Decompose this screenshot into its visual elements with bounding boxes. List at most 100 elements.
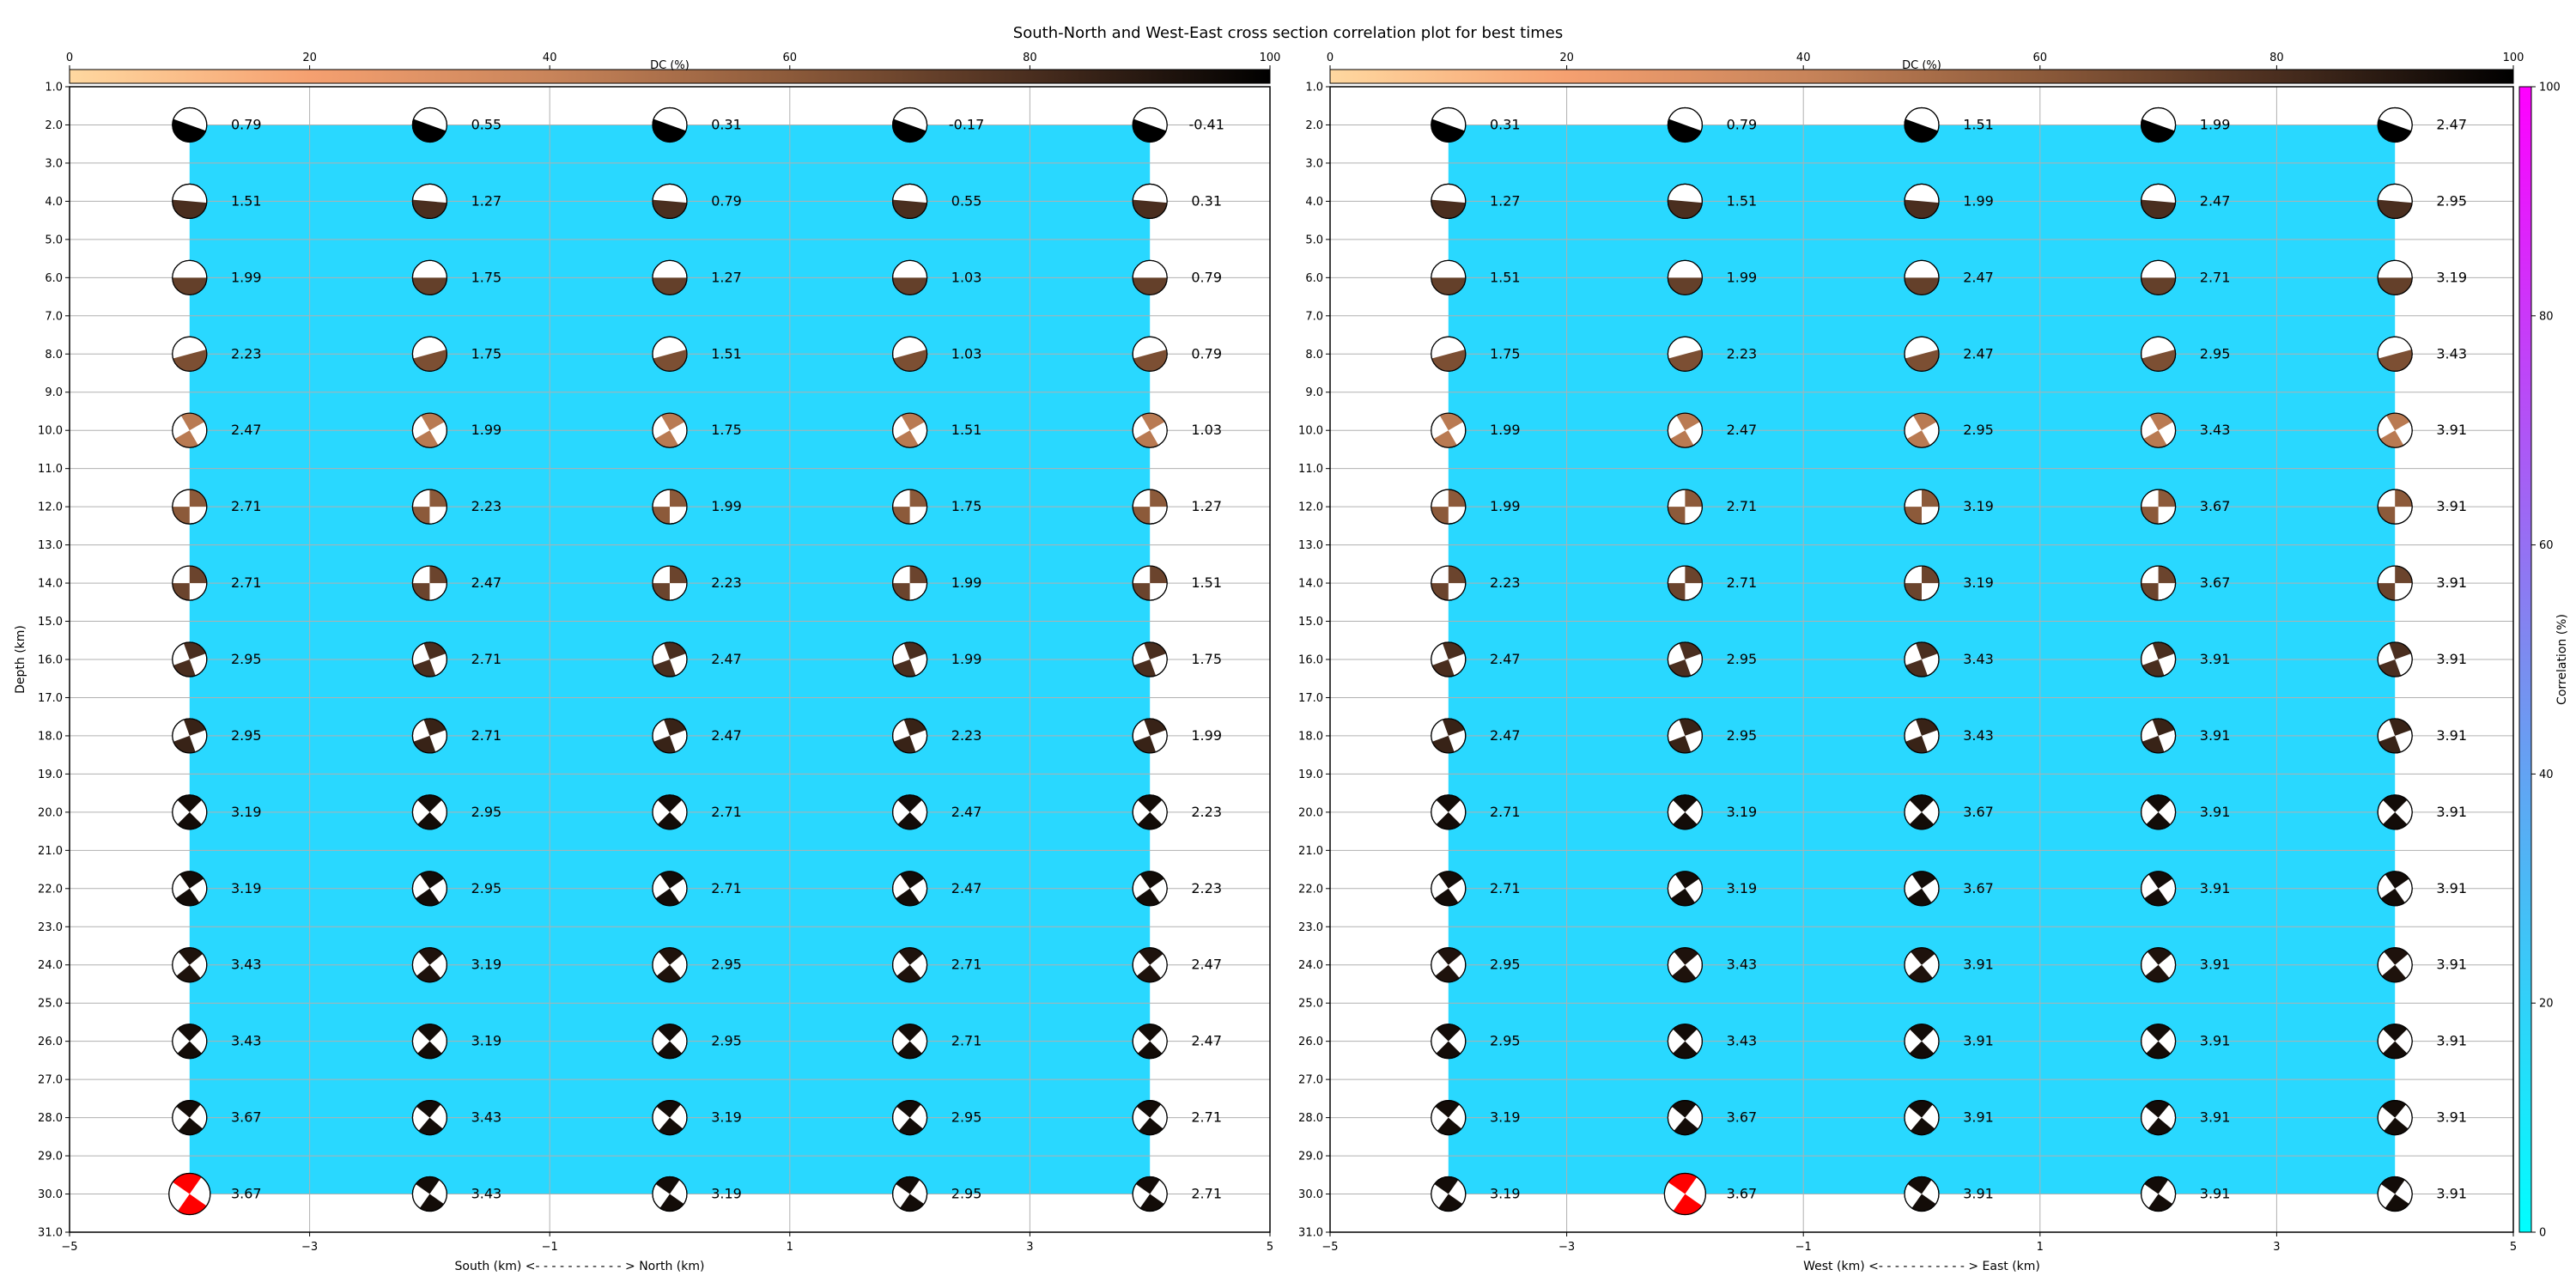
- beachball-quadrant: [1670, 430, 1694, 448]
- correlation-tick-label: 20: [2539, 998, 2554, 1011]
- beachball: [1431, 1176, 1467, 1212]
- beachball-quadrant: [189, 566, 207, 584]
- beachball: [652, 1024, 688, 1060]
- beachball-quadrant: [1911, 1194, 1936, 1212]
- beachball-border: [1904, 183, 1940, 219]
- value-label: 3.19: [1963, 574, 1994, 591]
- beachball: [172, 489, 208, 525]
- value-label: 2.95: [231, 651, 262, 667]
- y-tick-label: 2.0: [1305, 119, 1323, 132]
- value-label: 3.91: [2436, 422, 2467, 438]
- beachball-compressional-half: [1133, 199, 1168, 218]
- beachball-quadrant: [656, 964, 681, 982]
- y-tick-label: 14.0: [38, 578, 63, 591]
- value-label: 2.71: [951, 957, 982, 973]
- beachball-compressional-half: [1905, 349, 1940, 372]
- beachball-compressional-half: [412, 277, 447, 295]
- beachball: [891, 412, 928, 448]
- beachball: [1904, 641, 1940, 677]
- beachball-compressional-half: [2142, 349, 2176, 372]
- y-tick-label: 4.0: [1305, 196, 1323, 209]
- y-tick-label: 10.0: [1298, 425, 1323, 438]
- beachball: [1667, 336, 1704, 372]
- beachball-border: [172, 106, 208, 143]
- beachball: [1667, 489, 1704, 525]
- beachball: [891, 1099, 928, 1136]
- y-tick-label: 10.0: [38, 425, 63, 438]
- value-label: 3.91: [2436, 1186, 2467, 1202]
- beachball-border: [2141, 871, 2177, 907]
- beachball-quadrant: [2383, 1041, 2408, 1059]
- y-tick-label: 12.0: [38, 501, 63, 514]
- beachball: [411, 565, 447, 601]
- beachball-quadrant: [1139, 1117, 1163, 1135]
- beachball-border: [1431, 565, 1467, 601]
- beachball: [2141, 106, 2177, 143]
- beachball-border: [891, 412, 928, 448]
- beachball-border: [411, 489, 447, 525]
- beachball-border: [1904, 641, 1940, 677]
- beachball-quadrant: [2158, 489, 2176, 507]
- beachball-quadrant: [1674, 1117, 1698, 1135]
- beachball-quadrant: [909, 489, 927, 507]
- beachball-quadrant: [1136, 964, 1162, 982]
- y-tick-label: 7.0: [1305, 310, 1323, 323]
- y-tick-label: 29.0: [38, 1151, 63, 1163]
- beachball: [1904, 1024, 1940, 1060]
- x-tick-label: −1: [1795, 1241, 1812, 1254]
- value-label: 3.91: [2436, 957, 2467, 973]
- beachball: [652, 794, 688, 830]
- y-tick-label: 23.0: [38, 921, 63, 934]
- beachball-quadrant: [177, 794, 202, 812]
- beachball-quadrant: [2384, 947, 2409, 965]
- value-label: 3.67: [1963, 804, 1994, 820]
- beachball-quadrant: [1911, 1117, 1935, 1135]
- y-tick-label: 4.0: [45, 196, 63, 209]
- beachball: [1431, 871, 1467, 907]
- dc-colorbar-left: [69, 69, 1271, 84]
- value-label: 3.67: [2200, 498, 2231, 514]
- beachball-quadrant: [653, 507, 670, 525]
- beachball-quadrant: [897, 1024, 922, 1042]
- beachball-quadrant: [1674, 947, 1698, 965]
- value-label: 1.51: [1490, 269, 1521, 285]
- beachball-quadrant: [2381, 964, 2407, 982]
- beachball-quadrant: [1909, 811, 1935, 829]
- beachball-border: [1431, 336, 1467, 372]
- value-label: 3.91: [2200, 1033, 2231, 1049]
- value-label: 3.91: [1963, 1033, 1994, 1049]
- y-tick-label: 25.0: [1298, 998, 1323, 1011]
- x-tick-label: 3: [2273, 1241, 2280, 1254]
- beachball-border: [1667, 794, 1704, 830]
- beachball-quadrant: [1905, 507, 1922, 525]
- beachball-compressional-half: [2141, 118, 2175, 143]
- beachball-quadrant: [416, 1176, 440, 1194]
- beachball-border: [891, 106, 928, 143]
- beachball: [1904, 489, 1940, 525]
- dc-tick-label: 40: [1796, 52, 1811, 64]
- value-label: 3.67: [1963, 880, 1994, 896]
- beachball-quadrant: [178, 1117, 204, 1135]
- plot-area-west-east: 1.0 2.0 3.0 4.0 5.0 6.0 7.0 8.0 9.0 10.0 11.0 12.0 1…: [1298, 82, 2517, 1255]
- beachball-quadrant: [892, 583, 910, 601]
- beachball: [2141, 565, 2177, 601]
- beachball-quadrant: [174, 430, 198, 448]
- dc-colorbar-right: [1329, 69, 2514, 84]
- beachball-border: [1431, 183, 1467, 219]
- value-label: 1.27: [1490, 192, 1521, 209]
- value-label: 1.75: [471, 269, 502, 285]
- beachball-border: [891, 1099, 928, 1136]
- value-label: 3.19: [471, 1033, 502, 1049]
- beachball-border: [1431, 641, 1467, 677]
- beachball-quadrant: [1911, 947, 1935, 965]
- beachball-border: [1132, 1176, 1168, 1212]
- beachball-quadrant: [1668, 583, 1686, 601]
- value-label: 2.71: [951, 1033, 982, 1049]
- beachball-compressional-half: [172, 118, 206, 143]
- value-label: 1.75: [711, 422, 742, 438]
- beachball-border: [2141, 106, 2177, 143]
- value-label: 3.19: [711, 1109, 742, 1126]
- value-label: 1.51: [711, 345, 742, 361]
- value-label: 2.47: [1727, 422, 1758, 438]
